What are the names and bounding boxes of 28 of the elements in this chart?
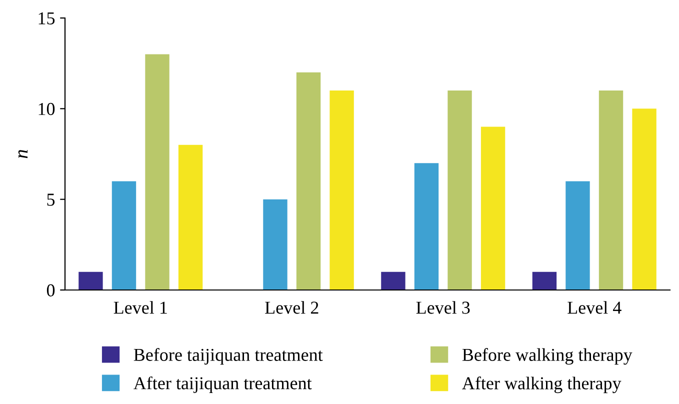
bar: [448, 90, 472, 290]
bar: [632, 108, 656, 290]
x-tick-label: Level 3: [416, 301, 470, 314]
bar: [480, 126, 506, 290]
y-tick-label: 0: [46, 284, 55, 296]
bar: [566, 181, 590, 290]
x-tick-label: Level 4: [568, 301, 622, 314]
y-tick-label: 5: [47, 194, 55, 206]
bar: [112, 181, 136, 290]
legend-label: Before taijiquan treatment: [134, 348, 323, 365]
legend-label: After walking therapy: [462, 376, 622, 394]
legend-label: After taijiquan treatment: [134, 376, 312, 394]
bar: [145, 54, 170, 290]
bar: [296, 72, 321, 290]
bar: [263, 199, 288, 290]
bar: [178, 144, 203, 290]
bar: [598, 90, 624, 290]
y-axis-title: n: [18, 150, 28, 158]
bar: [78, 272, 103, 290]
bar: [381, 272, 406, 290]
bar: [532, 272, 557, 290]
y-tick-label: 15: [38, 12, 55, 24]
bar: [414, 163, 439, 290]
x-tick-label: Level 1: [114, 301, 167, 314]
y-tick-label: 10: [38, 102, 55, 116]
legend-label: Before walking therapy: [462, 348, 632, 365]
bar: [330, 90, 354, 290]
x-tick-label: Level 2: [265, 301, 318, 314]
